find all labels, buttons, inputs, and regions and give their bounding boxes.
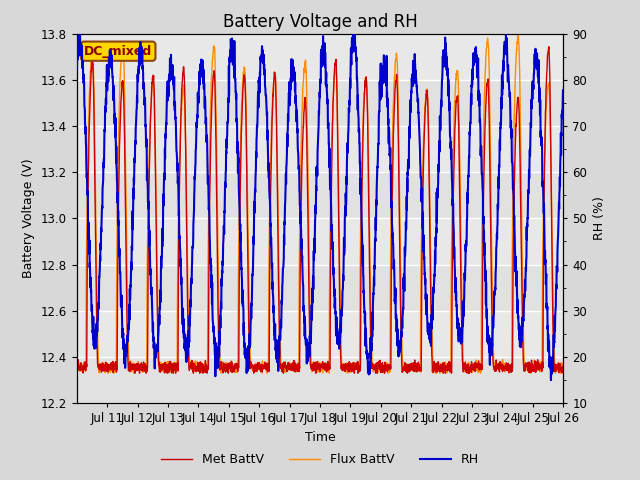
RH (547, 377, 555, 383)
Bar (77, 172, 563, 218)
Met BattV (545, 44, 553, 49)
RH (493, 222, 501, 228)
Met BattV (466, 367, 474, 372)
Met BattV (559, 363, 567, 369)
Line: Flux BattV: Flux BattV (77, 35, 563, 373)
RH (349, 41, 356, 47)
Bar (77, 80, 563, 126)
Flux BattV (73, 367, 81, 372)
Met BattV (122, 214, 129, 219)
X-axis label: Time: Time (305, 431, 335, 444)
Flux BattV (553, 366, 561, 372)
RH (553, 264, 561, 269)
Flux BattV (466, 366, 474, 372)
Bar (77, 264, 563, 311)
Flux BattV (227, 364, 234, 370)
Line: Met BattV: Met BattV (77, 47, 563, 373)
Line: RH: RH (77, 34, 563, 380)
Flux BattV (122, 162, 129, 168)
RH (122, 346, 129, 352)
RH (76, 31, 84, 36)
Y-axis label: RH (%): RH (%) (593, 196, 605, 240)
Bar (77, 357, 563, 403)
Met BattV (73, 370, 81, 376)
Met BattV (73, 365, 81, 371)
Met BattV (349, 363, 356, 369)
RH (466, 123, 474, 129)
Flux BattV (104, 370, 112, 376)
Flux BattV (515, 32, 522, 37)
Met BattV (493, 364, 501, 370)
Text: DC_mixed: DC_mixed (84, 45, 152, 58)
Met BattV (553, 364, 561, 370)
Legend: Met BattV, Flux BattV, RH: Met BattV, Flux BattV, RH (156, 448, 484, 471)
Flux BattV (493, 364, 501, 370)
Flux BattV (349, 360, 356, 365)
Title: Battery Voltage and RH: Battery Voltage and RH (223, 12, 417, 31)
RH (73, 60, 81, 66)
Y-axis label: Battery Voltage (V): Battery Voltage (V) (22, 158, 35, 278)
Met BattV (227, 364, 234, 370)
RH (559, 96, 567, 102)
RH (227, 59, 234, 64)
Flux BattV (559, 360, 567, 366)
